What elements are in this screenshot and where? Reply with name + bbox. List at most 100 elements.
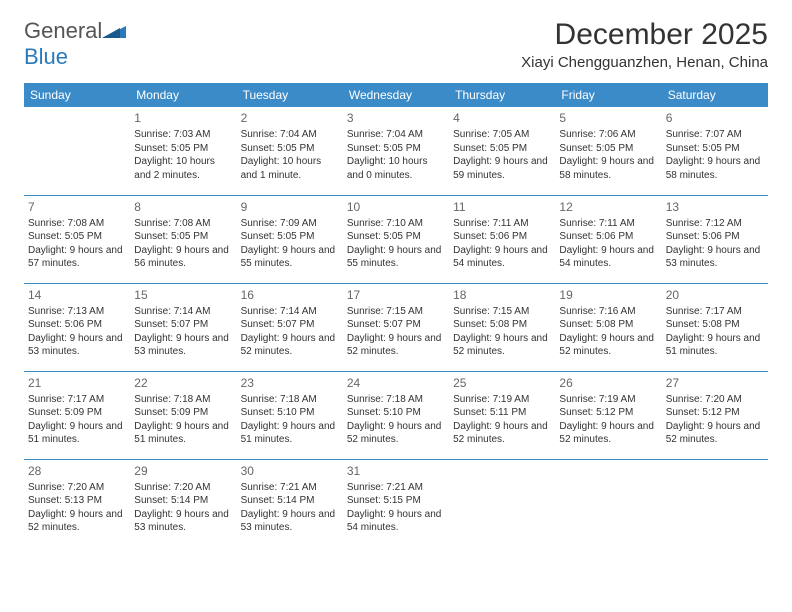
- sunset-text: Sunset: 5:10 PM: [241, 406, 339, 420]
- day-number: 31: [347, 463, 445, 479]
- calendar-cell: [449, 459, 555, 547]
- triangle-icon: [102, 18, 126, 44]
- header: General Blue December 2025 Xiayi Chenggu…: [24, 18, 768, 71]
- day-number: 24: [347, 375, 445, 391]
- day-number: 8: [134, 199, 232, 215]
- day-number: 10: [347, 199, 445, 215]
- day-header: Tuesday: [237, 83, 343, 107]
- daylight-text: Daylight: 9 hours and 52 minutes.: [453, 332, 551, 359]
- calendar-cell: 16Sunrise: 7:14 AMSunset: 5:07 PMDayligh…: [237, 283, 343, 371]
- daylight-text: Daylight: 9 hours and 55 minutes.: [347, 244, 445, 271]
- sunrise-text: Sunrise: 7:08 AM: [134, 217, 232, 231]
- sunrise-text: Sunrise: 7:06 AM: [559, 128, 657, 142]
- sunrise-text: Sunrise: 7:15 AM: [347, 305, 445, 319]
- sunrise-text: Sunrise: 7:20 AM: [134, 481, 232, 495]
- calendar-cell: 3Sunrise: 7:04 AMSunset: 5:05 PMDaylight…: [343, 107, 449, 195]
- daylight-text: Daylight: 9 hours and 53 minutes.: [28, 332, 126, 359]
- day-number: 1: [134, 110, 232, 126]
- location-text: Xiayi Chengguanzhen, Henan, China: [521, 54, 768, 71]
- daylight-text: Daylight: 9 hours and 53 minutes.: [134, 332, 232, 359]
- calendar-cell: 26Sunrise: 7:19 AMSunset: 5:12 PMDayligh…: [555, 371, 661, 459]
- calendar-row: 21Sunrise: 7:17 AMSunset: 5:09 PMDayligh…: [24, 371, 768, 459]
- daylight-text: Daylight: 9 hours and 52 minutes.: [347, 420, 445, 447]
- calendar-cell: 4Sunrise: 7:05 AMSunset: 5:05 PMDaylight…: [449, 107, 555, 195]
- calendar-cell: 25Sunrise: 7:19 AMSunset: 5:11 PMDayligh…: [449, 371, 555, 459]
- sunset-text: Sunset: 5:05 PM: [28, 230, 126, 244]
- daylight-text: Daylight: 10 hours and 0 minutes.: [347, 155, 445, 182]
- calendar-cell: 28Sunrise: 7:20 AMSunset: 5:13 PMDayligh…: [24, 459, 130, 547]
- sunrise-text: Sunrise: 7:14 AM: [134, 305, 232, 319]
- sunrise-text: Sunrise: 7:21 AM: [241, 481, 339, 495]
- daylight-text: Daylight: 9 hours and 54 minutes.: [453, 244, 551, 271]
- brand-logo: General Blue: [24, 18, 126, 70]
- sunrise-text: Sunrise: 7:17 AM: [666, 305, 764, 319]
- sunset-text: Sunset: 5:05 PM: [134, 142, 232, 156]
- daylight-text: Daylight: 9 hours and 51 minutes.: [241, 420, 339, 447]
- brand-name-2: Blue: [24, 44, 68, 69]
- sunset-text: Sunset: 5:07 PM: [134, 318, 232, 332]
- calendar-cell: 27Sunrise: 7:20 AMSunset: 5:12 PMDayligh…: [662, 371, 768, 459]
- calendar-cell: 21Sunrise: 7:17 AMSunset: 5:09 PMDayligh…: [24, 371, 130, 459]
- calendar-row: 28Sunrise: 7:20 AMSunset: 5:13 PMDayligh…: [24, 459, 768, 547]
- sunrise-text: Sunrise: 7:11 AM: [453, 217, 551, 231]
- calendar-cell: 14Sunrise: 7:13 AMSunset: 5:06 PMDayligh…: [24, 283, 130, 371]
- day-number: 18: [453, 287, 551, 303]
- sunset-text: Sunset: 5:08 PM: [666, 318, 764, 332]
- sunset-text: Sunset: 5:05 PM: [347, 230, 445, 244]
- sunset-text: Sunset: 5:15 PM: [347, 494, 445, 508]
- day-header: Monday: [130, 83, 236, 107]
- calendar-cell: 19Sunrise: 7:16 AMSunset: 5:08 PMDayligh…: [555, 283, 661, 371]
- daylight-text: Daylight: 9 hours and 57 minutes.: [28, 244, 126, 271]
- sunset-text: Sunset: 5:07 PM: [347, 318, 445, 332]
- day-header: Thursday: [449, 83, 555, 107]
- day-number: 7: [28, 199, 126, 215]
- sunset-text: Sunset: 5:06 PM: [666, 230, 764, 244]
- sunset-text: Sunset: 5:08 PM: [559, 318, 657, 332]
- sunrise-text: Sunrise: 7:12 AM: [666, 217, 764, 231]
- sunset-text: Sunset: 5:12 PM: [559, 406, 657, 420]
- month-title: December 2025: [521, 18, 768, 52]
- day-number: 26: [559, 375, 657, 391]
- brand-name-1: General: [24, 18, 102, 43]
- day-header: Sunday: [24, 83, 130, 107]
- calendar-cell: 11Sunrise: 7:11 AMSunset: 5:06 PMDayligh…: [449, 195, 555, 283]
- sunset-text: Sunset: 5:13 PM: [28, 494, 126, 508]
- daylight-text: Daylight: 9 hours and 52 minutes.: [559, 332, 657, 359]
- daylight-text: Daylight: 9 hours and 53 minutes.: [134, 508, 232, 535]
- sunset-text: Sunset: 5:05 PM: [453, 142, 551, 156]
- calendar-cell: [555, 459, 661, 547]
- sunrise-text: Sunrise: 7:18 AM: [347, 393, 445, 407]
- day-number: 29: [134, 463, 232, 479]
- calendar-row: 7Sunrise: 7:08 AMSunset: 5:05 PMDaylight…: [24, 195, 768, 283]
- calendar-cell: [24, 107, 130, 195]
- calendar-cell: 18Sunrise: 7:15 AMSunset: 5:08 PMDayligh…: [449, 283, 555, 371]
- sunset-text: Sunset: 5:05 PM: [347, 142, 445, 156]
- daylight-text: Daylight: 9 hours and 53 minutes.: [666, 244, 764, 271]
- sunset-text: Sunset: 5:05 PM: [134, 230, 232, 244]
- sunset-text: Sunset: 5:11 PM: [453, 406, 551, 420]
- daylight-text: Daylight: 9 hours and 55 minutes.: [241, 244, 339, 271]
- day-number: 6: [666, 110, 764, 126]
- sunrise-text: Sunrise: 7:19 AM: [559, 393, 657, 407]
- daylight-text: Daylight: 9 hours and 52 minutes.: [453, 420, 551, 447]
- calendar-cell: 5Sunrise: 7:06 AMSunset: 5:05 PMDaylight…: [555, 107, 661, 195]
- calendar-cell: 6Sunrise: 7:07 AMSunset: 5:05 PMDaylight…: [662, 107, 768, 195]
- sunrise-text: Sunrise: 7:14 AM: [241, 305, 339, 319]
- sunset-text: Sunset: 5:09 PM: [134, 406, 232, 420]
- calendar-cell: 22Sunrise: 7:18 AMSunset: 5:09 PMDayligh…: [130, 371, 236, 459]
- daylight-text: Daylight: 9 hours and 58 minutes.: [559, 155, 657, 182]
- day-header: Saturday: [662, 83, 768, 107]
- daylight-text: Daylight: 9 hours and 58 minutes.: [666, 155, 764, 182]
- sunrise-text: Sunrise: 7:20 AM: [666, 393, 764, 407]
- calendar-cell: 7Sunrise: 7:08 AMSunset: 5:05 PMDaylight…: [24, 195, 130, 283]
- sunrise-text: Sunrise: 7:18 AM: [134, 393, 232, 407]
- sunset-text: Sunset: 5:10 PM: [347, 406, 445, 420]
- sunrise-text: Sunrise: 7:18 AM: [241, 393, 339, 407]
- sunset-text: Sunset: 5:05 PM: [559, 142, 657, 156]
- calendar-cell: 31Sunrise: 7:21 AMSunset: 5:15 PMDayligh…: [343, 459, 449, 547]
- sunrise-text: Sunrise: 7:13 AM: [28, 305, 126, 319]
- sunset-text: Sunset: 5:05 PM: [241, 230, 339, 244]
- day-number: 25: [453, 375, 551, 391]
- sunset-text: Sunset: 5:07 PM: [241, 318, 339, 332]
- daylight-text: Daylight: 9 hours and 52 minutes.: [666, 420, 764, 447]
